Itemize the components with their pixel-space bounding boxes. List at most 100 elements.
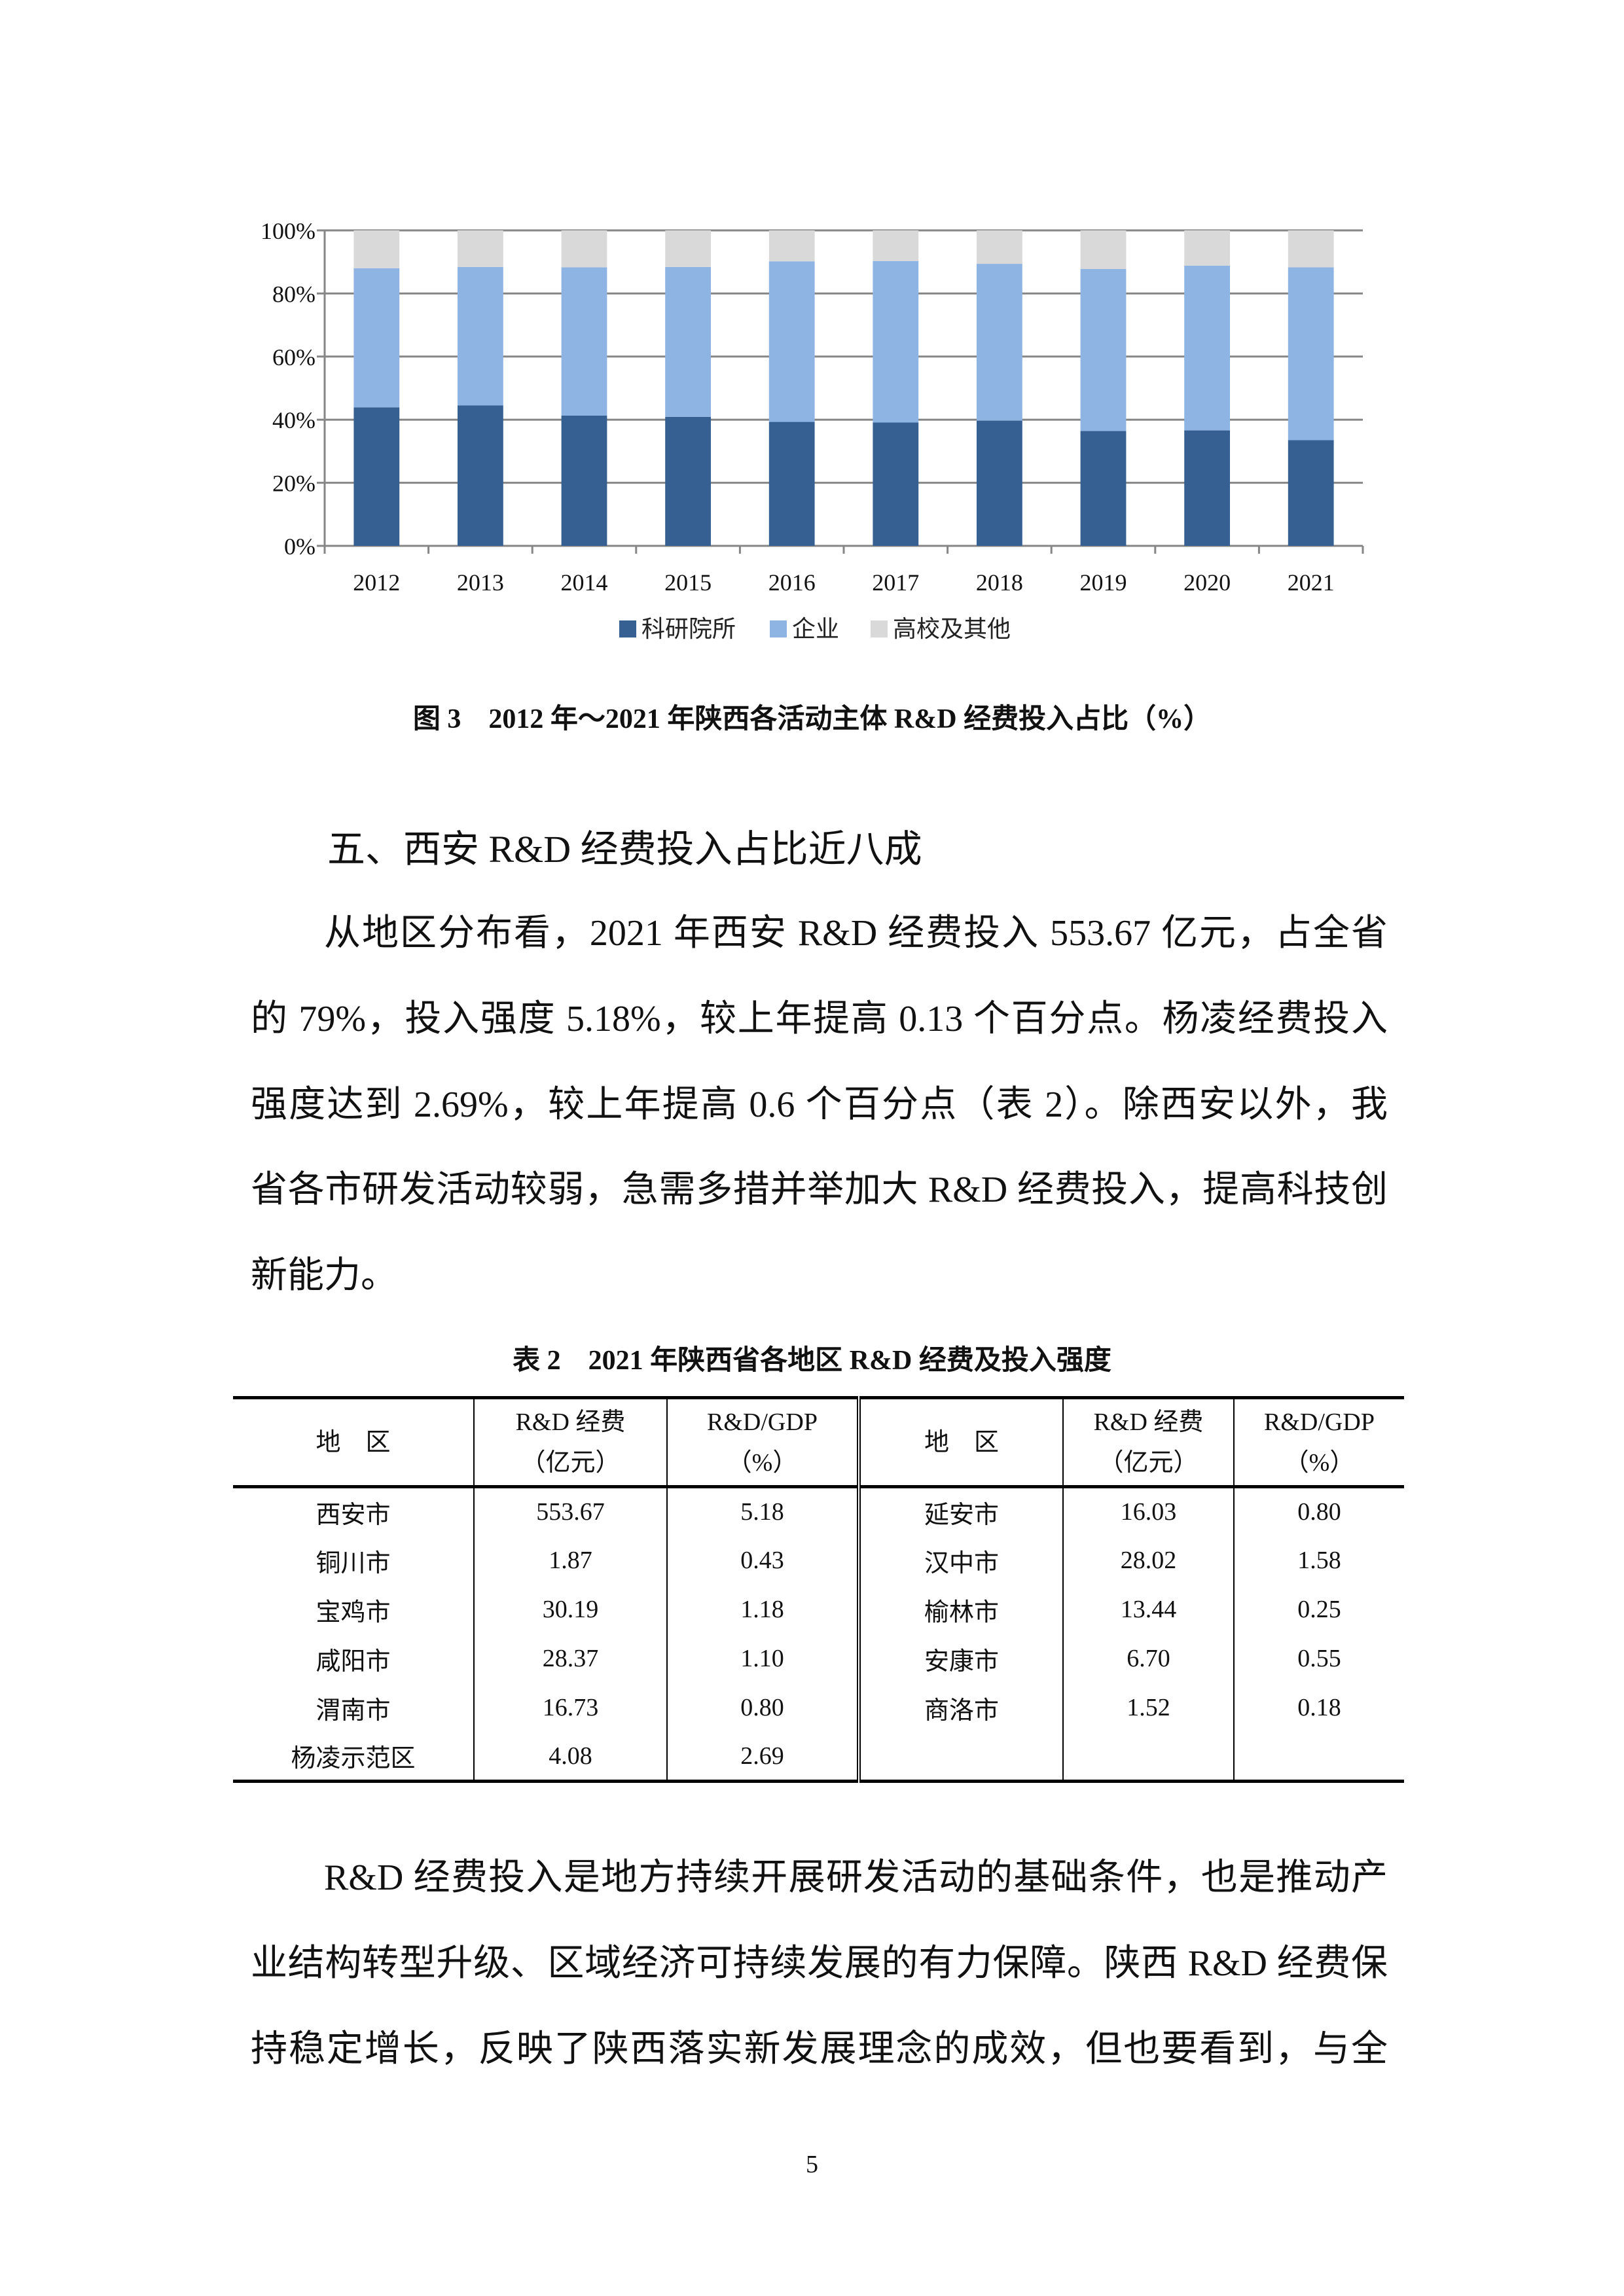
bar-segment-3 <box>977 230 1022 264</box>
x-tick-label: 2021 <box>1288 569 1335 596</box>
legend-swatch <box>871 620 888 637</box>
x-tick-label: 2020 <box>1183 569 1231 596</box>
header-rd-gdp: R&D/GDP （%） <box>1233 1396 1404 1488</box>
table-cell: 杨凌示范区 <box>233 1732 474 1783</box>
table-cell: 1.18 <box>666 1585 859 1634</box>
bar-segment-2 <box>561 267 607 416</box>
bar-segment-2 <box>1184 265 1230 431</box>
legend-swatch <box>619 620 636 637</box>
table-cell: 安康市 <box>857 1634 1063 1683</box>
table-cell: 商洛市 <box>857 1683 1063 1732</box>
table-cell <box>1062 1732 1234 1783</box>
bar-segment-3 <box>458 230 503 267</box>
header-rd-gdp: R&D/GDP （%） <box>666 1396 859 1488</box>
table-cell: 汉中市 <box>857 1535 1063 1585</box>
stacked-bar-chart: 0% 20% 40% 60% 80% 100% 2012 2013 2014 2015 2016 20… <box>261 218 1364 642</box>
legend-label: 科研院所 <box>641 616 736 642</box>
bar-segment-3 <box>873 230 919 261</box>
table-cell: 0.80 <box>1233 1486 1404 1536</box>
page-number: 5 <box>806 2151 818 2178</box>
table-header-row: 地 区 R&D 经费 （亿元） R&D/GDP （%） 地 区 R&D 经费 （亿元）… <box>233 1396 1404 1488</box>
x-tick-label: 2015 <box>664 569 712 596</box>
table-cell: 榆林市 <box>857 1585 1063 1634</box>
paragraph-line: R&D 经费投入是地方持续开展研发活动的基础条件，也是推动产 <box>324 1857 1388 1898</box>
table-cell: 渭南市 <box>316 1696 391 1725</box>
paragraph-line: 强度达到 2.69%，较上年提高 0.6 个百分点（表 2）。除西安以外，我 <box>251 1085 1388 1125</box>
table-cell: 13.44 <box>1062 1585 1234 1634</box>
table-cell: 4.08 <box>473 1732 667 1783</box>
y-tick-label: 80% <box>272 281 316 307</box>
bar-segment-2 <box>1080 268 1127 431</box>
table-cell: 0.55 <box>1233 1634 1404 1683</box>
table-title: 表 2 2021 年陕西省各地区 R&D 经费及投入强度 <box>513 1346 1111 1376</box>
table-row: 咸阳市 28.37 1.10 安康市 6.70 0.55 <box>233 1634 1404 1683</box>
table-row: 宝鸡市 30.19 1.18 榆林市 13.44 0.25 <box>233 1585 1404 1634</box>
bar-segment-2 <box>458 266 503 406</box>
table-cell: 6.70 <box>1062 1634 1234 1683</box>
table-cell: 28.37 <box>473 1634 667 1683</box>
table-cell <box>1233 1732 1404 1783</box>
bar-segment-3 <box>665 230 711 267</box>
table-cell: 延安市 <box>857 1486 1063 1536</box>
table-row: 西安市 553.67 5.18 延安市 16.03 0.80 <box>233 1486 1404 1536</box>
paragraph-line: 从地区分布看，2021 年西安 R&D 经费投入 553.67 亿元，占全省 <box>324 913 1388 954</box>
y-tick-label: 0% <box>284 533 316 560</box>
table-cell: 铜川市 <box>316 1549 391 1577</box>
x-tick-label: 2014 <box>561 569 608 596</box>
bar-segment-2 <box>768 261 815 422</box>
table-cell: 1.87 <box>473 1535 667 1585</box>
table-cell: 1.58 <box>1233 1535 1404 1585</box>
x-tick-label: 2016 <box>768 569 816 596</box>
bar-segment-2 <box>977 264 1022 421</box>
table-cell: 0.25 <box>1233 1585 1404 1634</box>
paragraph-line: 省各市研发活动较弱，急需多措并举加大 R&D 经费投入，提高科技创 <box>251 1170 1388 1210</box>
bar-segment-1 <box>977 420 1022 546</box>
bar-segment-1 <box>1288 440 1334 546</box>
table-cell: 西安市 <box>316 1501 391 1529</box>
x-tick-label: 2019 <box>1080 569 1127 596</box>
y-tick-label: 60% <box>272 344 316 370</box>
table-cell: 0.43 <box>666 1535 859 1585</box>
bar-segment-2 <box>873 260 919 423</box>
table-cell: 2.69 <box>666 1732 859 1783</box>
table-cell: 16.03 <box>1062 1486 1234 1536</box>
region-rd-table: 地 区 R&D 经费 （亿元） R&D/GDP （%） 地 区 R&D 经费 （亿元）… <box>233 1396 1404 1783</box>
bar-segment-1 <box>458 405 503 546</box>
table-cell: 5.18 <box>666 1486 859 1536</box>
paragraph-line: 持稳定增长，反映了陕西落实新发展理念的成效，但也要看到，与全 <box>251 2029 1388 2070</box>
header-rd-funds: R&D 经费 （亿元） <box>1062 1396 1234 1488</box>
x-tick-label: 2018 <box>976 569 1023 596</box>
header-rd-funds: R&D 经费 （亿元） <box>473 1396 667 1488</box>
header-region: 地 区 <box>857 1396 1063 1488</box>
table-cell: 0.18 <box>1233 1683 1404 1732</box>
table-cell: 宝鸡市 <box>316 1598 391 1626</box>
paragraph-line: 的 79%，投入强度 5.18%，较上年提高 0.13 个百分点。杨凌经费投入 <box>251 999 1388 1039</box>
x-tick-label: 2017 <box>872 569 919 596</box>
table-cell: 28.02 <box>1062 1535 1234 1585</box>
table-cell: 咸阳市 <box>316 1647 391 1676</box>
table-cell: 16.73 <box>473 1683 667 1732</box>
legend-label: 企业 <box>792 616 839 642</box>
bar-segment-2 <box>665 266 711 417</box>
bar-segment-3 <box>561 230 607 268</box>
bar-segment-2 <box>1288 267 1334 440</box>
legend-label: 高校及其他 <box>893 616 1011 642</box>
paragraph-line: 业结构转型升级、区域经济可持续发展的有力保障。陕西 R&D 经费保 <box>251 1943 1388 1984</box>
bar-segment-2 <box>353 268 400 408</box>
x-tick-label: 2013 <box>457 569 504 596</box>
table-cell: 1.52 <box>1062 1683 1234 1732</box>
y-tick-label: 20% <box>272 471 316 497</box>
bar-segment-1 <box>561 415 607 546</box>
table-cell: 553.67 <box>473 1486 667 1536</box>
table-cell: 30.19 <box>473 1585 667 1634</box>
table-row: 铜川市 1.87 0.43 汉中市 28.02 1.58 <box>233 1535 1404 1585</box>
section-heading: 五、西安 R&D 经费投入占比近八成 <box>327 828 922 870</box>
bar-segment-3 <box>1288 230 1334 268</box>
bar-segment-3 <box>1080 230 1127 269</box>
bar-segment-3 <box>1184 230 1230 266</box>
table-cell <box>857 1732 1063 1783</box>
table-cell: 0.80 <box>666 1683 859 1732</box>
table-row: 渭南市 16.73 0.80 商洛市 1.52 0.18 <box>233 1683 1404 1732</box>
x-tick-label: 2012 <box>353 569 400 596</box>
figure-caption: 图 3 2012 年～2021 年陕西各活动主体 R&D 经费投入占比（%） <box>412 704 1212 734</box>
